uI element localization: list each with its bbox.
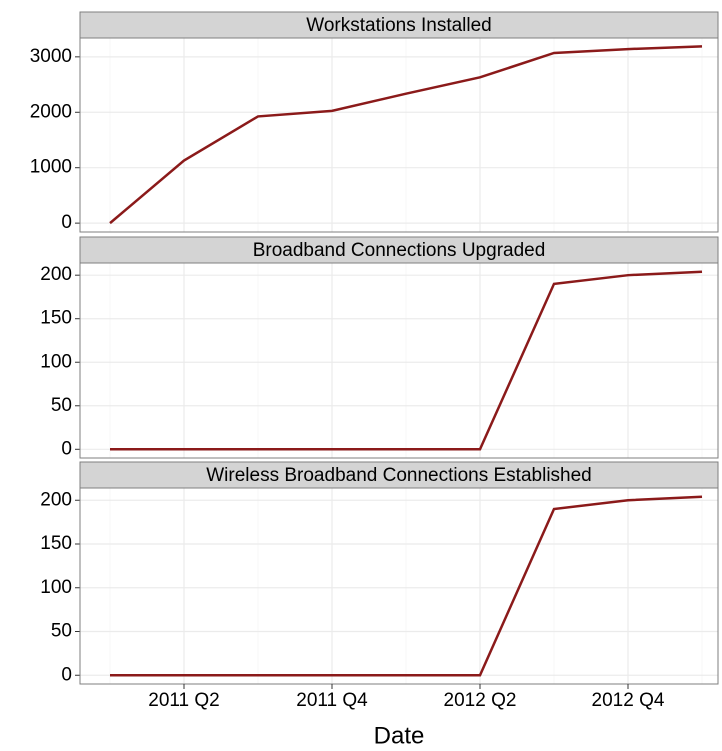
y-tick-label: 50 (51, 621, 72, 642)
line (110, 495, 703, 677)
y-tick-label: 1000 (30, 157, 72, 178)
x-tick-label: 2012 Q2 (444, 690, 517, 711)
y-tick-label: 0 (61, 212, 72, 233)
x-tick-label: 2011 Q2 (148, 690, 219, 711)
y-tick-label: 2000 (30, 101, 72, 122)
strip-title: Wireless Broadband Connections Establish… (206, 465, 592, 486)
plot-background (80, 488, 718, 684)
y-tick-label: 100 (40, 351, 72, 372)
x-tick-label: 2011 Q4 (296, 690, 368, 711)
x-tick-label: 2012 Q4 (592, 690, 665, 711)
plot-background (80, 263, 718, 458)
y-tick-label: 200 (40, 264, 72, 285)
y-tick-label: 3000 (30, 46, 72, 67)
line (109, 45, 703, 225)
x-axis-label: Date (374, 722, 425, 749)
y-tick-label: 150 (40, 533, 72, 554)
y-tick-label: 200 (40, 489, 72, 510)
strip (79, 461, 719, 489)
y-tick-label: 0 (61, 664, 72, 685)
plot-background (80, 38, 718, 232)
y-tick-label: 50 (51, 395, 72, 416)
y-tick-label: 0 (61, 438, 72, 459)
strip (79, 236, 719, 264)
strip-title: Workstations Installed (306, 15, 492, 36)
strip-title: Broadband Connections Upgraded (253, 240, 546, 261)
strip (79, 11, 719, 39)
y-tick-label: 100 (40, 577, 72, 598)
y-tick-label: 150 (40, 308, 72, 329)
line (110, 270, 703, 451)
